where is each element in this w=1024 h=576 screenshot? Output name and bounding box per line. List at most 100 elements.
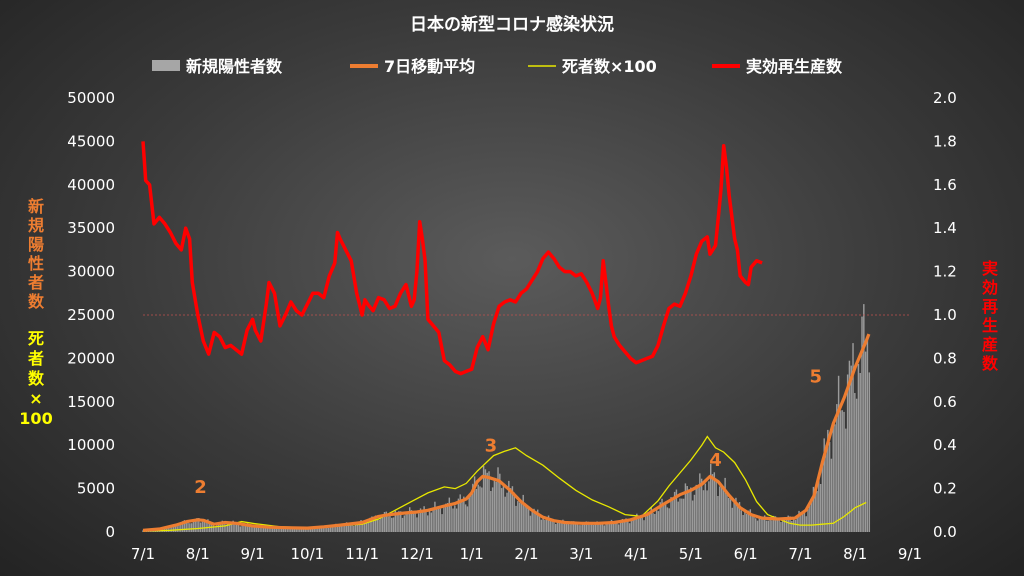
daily-cases-bar — [407, 513, 409, 532]
cases-axis-char: 新 — [28, 197, 44, 216]
deaths-axis-char: 100 — [19, 409, 52, 428]
daily-cases-bar — [612, 521, 615, 532]
daily-cases-bar — [459, 494, 461, 532]
right-tick-label: 0.2 — [933, 480, 957, 498]
daily-cases-bar — [682, 498, 685, 532]
daily-cases-bar — [551, 519, 553, 532]
daily-cases-bar — [198, 518, 200, 532]
daily-cases-bar — [351, 524, 353, 532]
daily-cases-bar — [466, 506, 469, 532]
daily-cases-bar — [708, 481, 710, 532]
daily-cases-bar — [601, 522, 604, 532]
daily-cases-bar — [506, 492, 508, 532]
daily-cases-bar — [279, 528, 281, 532]
daily-cases-bar — [315, 527, 317, 532]
daily-cases-bar — [578, 525, 580, 532]
daily-cases-bar — [387, 516, 389, 532]
daily-cases-bar — [827, 429, 829, 532]
daily-cases-bar — [753, 515, 755, 532]
daily-cases-bar — [857, 364, 860, 532]
daily-cases-bar — [823, 438, 825, 532]
daily-cases-bar — [798, 510, 800, 532]
daily-cases-bar — [252, 526, 254, 532]
daily-cases-bar — [690, 487, 692, 532]
daily-cases-bar — [418, 513, 420, 532]
daily-cases-bar — [598, 522, 600, 532]
daily-cases-bar — [832, 426, 834, 532]
daily-cases-bar — [412, 513, 415, 532]
daily-cases-bar — [382, 516, 384, 532]
daily-cases-bar — [342, 526, 344, 532]
daily-cases-bar — [437, 506, 440, 532]
daily-cases-bar — [180, 524, 182, 532]
daily-cases-bar — [257, 525, 260, 532]
daily-cases-bar — [499, 473, 501, 532]
daily-cases-bar — [585, 521, 588, 532]
daily-cases-bar — [445, 503, 447, 532]
daily-cases-bar — [636, 513, 638, 532]
daily-cases-bar — [513, 492, 515, 532]
daily-cases-bar — [535, 511, 537, 532]
daily-cases-bar — [185, 522, 187, 532]
left-tick-label: 45000 — [67, 132, 115, 150]
x-tick-label: 8/1 — [186, 545, 210, 563]
wave-label: 4 — [709, 450, 722, 471]
daily-cases-bar — [250, 526, 252, 532]
daily-cases-bar — [540, 519, 543, 532]
daily-cases-bar — [297, 527, 299, 532]
daily-cases-bar — [484, 469, 487, 532]
daily-cases-bar — [392, 517, 395, 532]
daily-cases-bar — [302, 529, 305, 532]
daily-cases-bar — [526, 507, 528, 532]
daily-cases-bar — [675, 489, 678, 532]
daily-cases-bar — [313, 528, 315, 532]
daily-cases-bar — [500, 488, 503, 532]
daily-cases-bar — [277, 528, 279, 532]
daily-cases-bar — [187, 521, 189, 532]
daily-cases-bar — [520, 501, 523, 532]
daily-cases-bar — [704, 483, 707, 532]
daily-cases-bar — [819, 484, 822, 532]
daily-cases-bar — [603, 525, 606, 532]
daily-cases-bar — [583, 523, 586, 532]
daily-cases-bar — [610, 519, 613, 532]
x-tick-label: 9/1 — [241, 545, 265, 563]
daily-cases-bar — [668, 508, 670, 532]
daily-cases-bar — [261, 525, 263, 532]
x-tick-label: 3/1 — [569, 545, 593, 563]
daily-cases-bar — [785, 518, 788, 532]
daily-cases-bar — [866, 335, 869, 532]
daily-cases-bar — [457, 498, 460, 532]
daily-cases-bar — [771, 520, 773, 532]
daily-cases-bar — [376, 519, 379, 532]
daily-cases-bar — [482, 466, 485, 532]
daily-cases-bar — [373, 517, 375, 532]
daily-cases-bar — [318, 527, 321, 532]
daily-cases-bar — [488, 471, 490, 532]
left-tick-label: 40000 — [67, 176, 115, 194]
daily-cases-bar — [326, 526, 328, 532]
daily-cases-bar — [446, 503, 449, 532]
daily-cases-bar — [733, 500, 735, 532]
x-tick-label: 4/1 — [624, 545, 648, 563]
daily-cases-bar — [214, 526, 216, 532]
daily-cases-bar — [630, 520, 633, 532]
daily-cases-bar — [254, 527, 256, 532]
moving-average-line — [142, 333, 871, 532]
daily-cases-bar — [863, 304, 865, 532]
daily-cases-bar — [791, 520, 793, 532]
daily-cases-bar — [454, 505, 456, 532]
daily-cases-bar — [594, 524, 597, 532]
right-tick-label: 1.4 — [933, 219, 957, 237]
daily-cases-bar — [533, 508, 535, 532]
daily-cases-bar — [621, 519, 624, 532]
daily-cases-bar — [430, 512, 433, 532]
daily-cases-bar — [591, 523, 593, 532]
rt-axis-char: 生 — [982, 316, 998, 335]
daily-cases-bar — [311, 527, 314, 532]
x-tick-label: 6/1 — [734, 545, 758, 563]
daily-cases-bar — [818, 479, 820, 532]
daily-cases-bar — [773, 515, 775, 532]
daily-cases-bar — [787, 515, 789, 532]
